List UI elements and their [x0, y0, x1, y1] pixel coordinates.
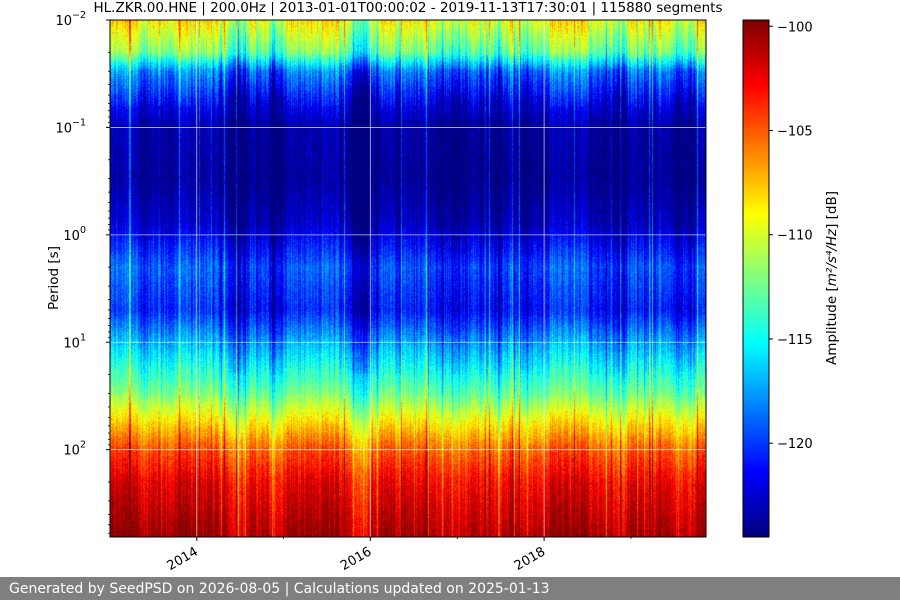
plot-frame	[109, 19, 707, 538]
colorbar-label-prefix: Amplitude [	[824, 286, 840, 365]
y-tick-exponent: −2	[72, 10, 86, 21]
y-tick-label: 101	[63, 332, 86, 351]
y-tick-base: 10	[55, 14, 72, 29]
y-tick-base: 10	[63, 444, 80, 459]
colorbar-frame	[742, 19, 770, 538]
colorbar-label-unit: m²/s⁴/Hz	[824, 228, 840, 286]
colorbar-tick-label: −105	[777, 124, 813, 139]
colorbar-tick-label: −110	[777, 229, 813, 244]
colorbar-gradient	[743, 20, 769, 537]
x-tick-label: 2016	[338, 544, 374, 574]
colorbar-tick-label: −120	[777, 437, 813, 452]
chart-title: HL.ZKR.00.HNE | 200.0Hz | 2013-01-01T00:…	[94, 0, 723, 16]
footer-bar: Generated by SeedPSD on 2026-08-05 | Cal…	[0, 577, 900, 600]
y-tick-label: 100	[63, 225, 86, 244]
colorbar-tick-label: −100	[777, 20, 813, 35]
y-tick-label: 10−2	[55, 10, 86, 29]
x-tick-label: 2018	[512, 544, 548, 574]
colorbar-label: Amplitude [m²/s⁴/Hz] [dB]	[824, 191, 840, 365]
y-axis-label: Period [s]	[46, 246, 62, 310]
y-tick-exponent: 2	[80, 440, 86, 451]
y-tick-exponent: 1	[80, 332, 86, 343]
x-tick-label: 2014	[165, 544, 201, 574]
y-tick-base: 10	[63, 229, 80, 244]
x-axis: 2014 2016 2018	[165, 537, 632, 574]
heatmap-image	[110, 20, 706, 537]
y-tick-base: 10	[63, 336, 80, 351]
y-tick-exponent: 0	[80, 225, 86, 236]
y-tick-label: 10−1	[55, 117, 86, 136]
colorbar-tick-label: −115	[777, 333, 813, 348]
colorbar-label-suffix: ] [dB]	[824, 191, 840, 229]
footer-text: Generated by SeedPSD on 2026-08-05 | Cal…	[9, 581, 550, 597]
y-tick-exponent: −1	[72, 117, 86, 128]
y-tick-label: 102	[63, 440, 86, 459]
grid-lines	[110, 20, 706, 537]
y-tick-base: 10	[55, 121, 72, 136]
colorbar-axis: −100 −105 −110 −115 −120	[769, 20, 813, 452]
